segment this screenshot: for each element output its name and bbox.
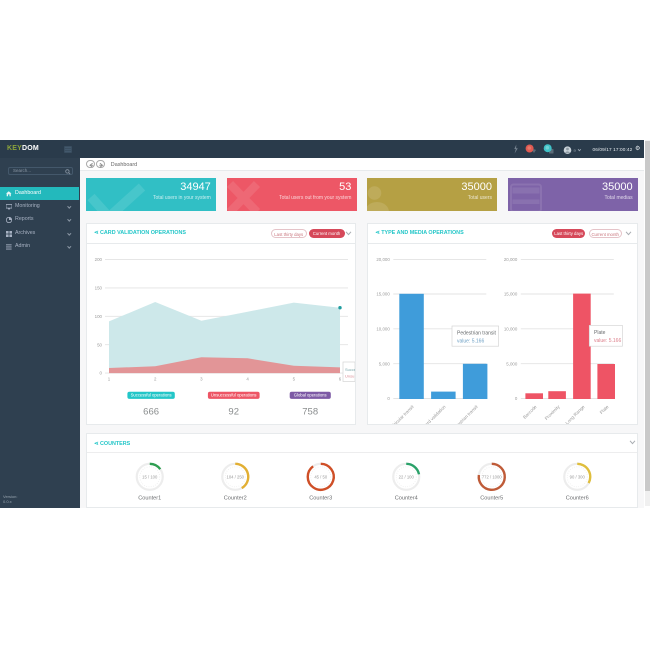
svg-text:Card validation: Card validation (422, 403, 448, 423)
svg-text:5,000: 5,000 (506, 361, 518, 366)
svg-text:45 / 50: 45 / 50 (314, 475, 327, 480)
svg-text:Unsu: Unsu (345, 373, 354, 378)
svg-text:value: 5.166: value: 5.166 (457, 338, 484, 344)
svg-text:90 / 300: 90 / 300 (570, 475, 586, 480)
svg-text:Successful operations: Successful operations (131, 392, 172, 397)
svg-text:Pedestrian transit: Pedestrian transit (450, 403, 479, 423)
svg-text:15 / 100: 15 / 100 (142, 475, 158, 480)
svg-text:15,000: 15,000 (504, 291, 518, 296)
svg-text:Counter4: Counter4 (395, 496, 418, 502)
svg-text:50: 50 (97, 342, 102, 347)
svg-text:Counter5: Counter5 (480, 496, 503, 502)
svg-text:200: 200 (95, 257, 103, 262)
svg-text:1: 1 (108, 376, 111, 381)
svg-text:20,000: 20,000 (377, 257, 391, 262)
svg-text:0: 0 (100, 370, 103, 375)
svg-text:Counter6: Counter6 (566, 496, 589, 502)
svg-text:772 / 1000: 772 / 1000 (482, 475, 502, 480)
svg-text:Barcode: Barcode (522, 403, 538, 419)
svg-text:104 / 250: 104 / 250 (227, 475, 245, 480)
svg-text:5: 5 (293, 376, 296, 381)
svg-text:Plate: Plate (594, 330, 606, 336)
svg-text:758: 758 (302, 406, 318, 417)
svg-text:4: 4 (246, 376, 249, 381)
svg-text:Long Range: Long Range (565, 403, 587, 423)
svg-text:Succe: Succe (345, 367, 355, 372)
svg-text:20,000: 20,000 (504, 257, 518, 262)
svg-text:10,000: 10,000 (377, 326, 391, 331)
svg-text:Proximity: Proximity (544, 403, 561, 420)
svg-text:100: 100 (95, 313, 103, 318)
svg-text:3: 3 (200, 376, 203, 381)
svg-text:Counter3: Counter3 (309, 496, 332, 502)
svg-text:Counter2: Counter2 (224, 496, 247, 502)
svg-text:6: 6 (339, 376, 342, 381)
svg-text:666: 666 (143, 406, 159, 417)
svg-text:value: 5.166: value: 5.166 (594, 338, 621, 344)
svg-text:92: 92 (228, 406, 239, 417)
svg-text:Pedestrian transit: Pedestrian transit (457, 330, 497, 336)
svg-text:Counter1: Counter1 (138, 496, 161, 502)
svg-text:Unsuccessful operations: Unsuccessful operations (211, 392, 257, 397)
svg-text:5,000: 5,000 (379, 361, 391, 366)
svg-text:Global operations: Global operations (294, 392, 327, 397)
svg-text:150: 150 (95, 285, 103, 290)
svg-text:0: 0 (515, 396, 518, 401)
svg-text:Plate: Plate (599, 403, 610, 414)
svg-text:15,000: 15,000 (377, 291, 391, 296)
svg-text:Vehicular transit: Vehicular transit (388, 403, 415, 423)
svg-text:22 / 100: 22 / 100 (399, 475, 415, 480)
svg-text:0: 0 (388, 396, 391, 401)
svg-text:10,000: 10,000 (504, 326, 518, 331)
svg-text:2: 2 (154, 376, 157, 381)
svg-text:a: a (574, 148, 577, 153)
